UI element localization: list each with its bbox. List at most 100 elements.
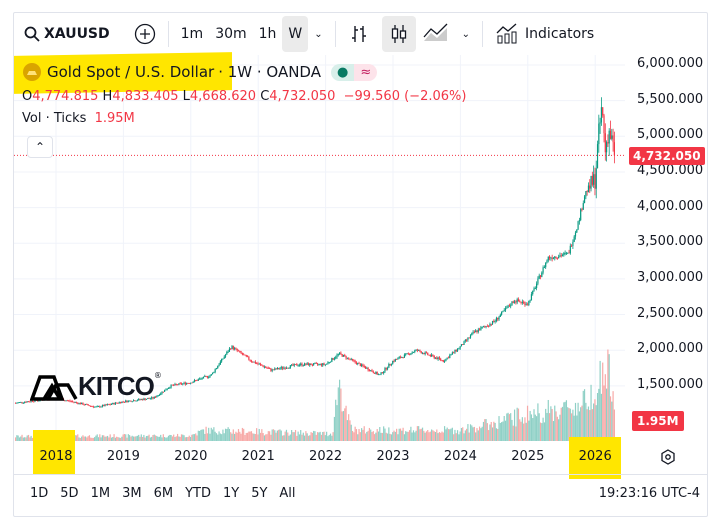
candle-body (276, 367, 278, 370)
candle-body (284, 367, 286, 369)
candle-body (583, 196, 586, 204)
volume-bar (451, 427, 453, 441)
volume-bar (489, 424, 491, 441)
chart-type-dropdown[interactable]: ⌄ (456, 16, 476, 52)
range-6m[interactable]: 6M (153, 486, 174, 501)
indicators-button[interactable]: Indicators (489, 16, 600, 52)
interval-w[interactable]: W (282, 16, 309, 52)
volume-bar (344, 408, 346, 441)
candle-body (232, 346, 234, 350)
candle-body (221, 358, 223, 362)
volume-bar (153, 434, 155, 441)
volume-bar (118, 437, 120, 441)
candle-body (538, 275, 540, 279)
settings-button[interactable] (660, 449, 676, 469)
volume-bar (406, 431, 408, 441)
candle-body (525, 304, 527, 306)
volume-bar (485, 419, 487, 441)
candle-body (227, 351, 229, 353)
range-1m[interactable]: 1M (90, 486, 111, 501)
candle-body (320, 363, 323, 366)
volume-bar (280, 430, 282, 441)
candle-body (123, 401, 126, 403)
volume-label[interactable]: Vol · Ticks (22, 111, 87, 126)
volume-bar (241, 427, 243, 441)
volume-bar (517, 408, 520, 441)
price-tick-label: 6,000.000 (637, 56, 704, 71)
volume-bar (319, 431, 321, 441)
range-5d[interactable]: 5D (60, 486, 79, 501)
range-1y[interactable]: 1Y (222, 486, 240, 501)
candle-body (26, 401, 28, 403)
range-1d[interactable]: 1D (30, 486, 49, 501)
candle-body (202, 376, 205, 379)
volume-bar (388, 427, 390, 441)
volume-bar (199, 430, 201, 441)
candle-body (398, 357, 400, 359)
interval-1m[interactable]: 1m (180, 26, 204, 42)
compare-button[interactable] (128, 16, 162, 52)
range-3m[interactable]: 3M (122, 486, 142, 501)
candle-body (311, 365, 313, 366)
candle-body (14, 402, 17, 404)
candle-body (192, 381, 194, 383)
candle-body (389, 363, 391, 365)
candle-body (112, 403, 114, 405)
volume-bar (520, 421, 522, 441)
bars-style-button[interactable] (342, 16, 376, 52)
candle-body (536, 283, 538, 289)
volume-bar (90, 437, 92, 441)
volume-bar (373, 434, 376, 441)
candle-body (532, 290, 534, 295)
market-status[interactable]: ● ≈ (330, 63, 378, 81)
range-5y[interactable]: 5Y (251, 486, 268, 501)
volume-bar (174, 437, 176, 441)
volume-bar (384, 428, 386, 441)
candle-body (396, 359, 398, 360)
candle-body (21, 401, 23, 403)
series-name[interactable]: Gold Spot / U.S. Dollar (47, 63, 215, 81)
interval-30m[interactable]: 30m (215, 26, 247, 42)
volume-bar (131, 435, 133, 441)
candle-body (70, 401, 72, 403)
collapse-legend-button[interactable]: ⌃ (27, 136, 53, 158)
volume-bar (114, 437, 116, 441)
interval-1h[interactable]: 1h (258, 26, 277, 42)
candle-body (384, 368, 386, 372)
market-open-dot-icon: ● (330, 63, 355, 81)
volume-bar (108, 437, 110, 441)
range-all[interactable]: All (279, 486, 296, 501)
volume-bar (574, 402, 577, 441)
volume-bar (337, 387, 339, 441)
volume-value: 1.95M (94, 111, 135, 126)
candle-body (577, 221, 579, 230)
candle-body (563, 253, 565, 256)
clock[interactable]: 19:23:16 UTC-4 (598, 486, 700, 501)
interval-dropdown[interactable]: ⌄ (308, 16, 328, 52)
volume-bar (121, 436, 123, 441)
volume-bar (370, 429, 372, 441)
area-style-button[interactable] (416, 16, 456, 52)
volume-bar (363, 426, 365, 441)
volume-bar (166, 437, 168, 441)
symbol-search-button[interactable]: XAUUSD (14, 16, 116, 52)
volume-bar (257, 434, 259, 441)
volume-bar (289, 434, 291, 441)
volume-bar (274, 430, 276, 441)
last-volume-badge: 1.95M (632, 411, 684, 431)
volume-bar (416, 426, 418, 441)
volume-bar (604, 374, 606, 441)
volume-bar (512, 425, 514, 441)
candle-body (420, 351, 422, 354)
volume-bar (481, 426, 483, 441)
range-ytd[interactable]: YTD (185, 486, 211, 501)
candle-body (335, 357, 337, 359)
volume-bar (494, 422, 496, 441)
volume-bar (117, 437, 119, 441)
volume-bar (193, 434, 196, 441)
candle-body (25, 402, 27, 403)
candle-body (262, 365, 264, 367)
candles-style-button[interactable] (381, 16, 416, 52)
volume-bar (355, 429, 358, 441)
volume-bar (346, 420, 348, 441)
